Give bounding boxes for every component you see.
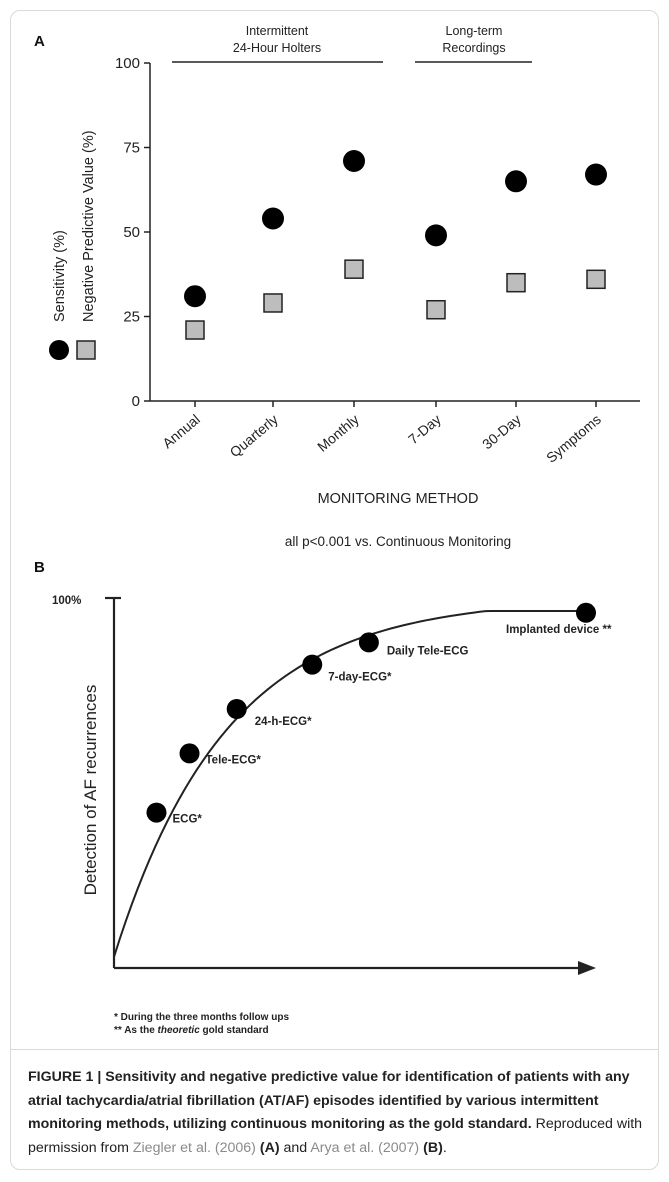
figure-frame xyxy=(10,10,659,1170)
x-tick-label: Quarterly xyxy=(227,411,281,460)
y-tick-label: 100 xyxy=(115,55,140,72)
caption-ref-2[interactable]: Arya et al. (2007) xyxy=(310,1139,420,1156)
panel-b-x-axis-arrow xyxy=(578,961,596,975)
caption-end: . xyxy=(442,1139,447,1156)
caption-text-2: and xyxy=(279,1139,311,1156)
caption-tag-b: (B) xyxy=(423,1139,443,1156)
panel-a-label: A xyxy=(34,33,45,50)
panel-b-curve xyxy=(113,610,586,958)
x-tick-label: Annual xyxy=(159,411,203,451)
npv-marker xyxy=(426,299,446,320)
panel-b-point xyxy=(302,654,323,675)
legend-marker-square xyxy=(76,340,96,360)
y-tick-label: 25 xyxy=(123,309,140,326)
panel-b-label: B xyxy=(34,559,45,576)
series-label-npv: Negative Predictive Value (%) xyxy=(81,130,97,322)
y-tick-label: 75 xyxy=(123,140,140,157)
panel-b-point-label: Tele-ECG* xyxy=(206,754,262,766)
panel-b-y-axis-title: Detection of AF recurrences xyxy=(81,685,100,896)
panel-b-point xyxy=(358,632,379,653)
panel-b-point-label: ECG* xyxy=(172,814,202,826)
sensitivity-marker xyxy=(425,224,447,247)
npv-marker xyxy=(344,259,364,279)
x-tick-label: 7-Day xyxy=(405,411,444,447)
npv-marker xyxy=(586,269,606,290)
npv-marker xyxy=(263,293,283,313)
sensitivity-marker xyxy=(343,150,365,173)
x-tick-label: Symptoms xyxy=(543,411,604,466)
group-header-line2: Recordings xyxy=(442,41,505,55)
footnote-1: * During the three months follow ups xyxy=(114,1012,289,1023)
sensitivity-marker xyxy=(262,207,284,230)
npv-marker xyxy=(506,272,526,293)
caption-tag-a: (A) xyxy=(259,1139,280,1156)
caption-ref-1[interactable]: Ziegler et al. (2006) xyxy=(132,1139,256,1156)
panel-b-point xyxy=(576,602,596,623)
x-tick-label: Monthly xyxy=(314,411,362,455)
series-label-sensitivity: Sensitivity (%) xyxy=(52,230,68,322)
footnote-emphasis: theoretic xyxy=(157,1025,200,1036)
group-header-line2: 24-Hour Holters xyxy=(233,41,321,55)
y-tick-label: 50 xyxy=(123,224,140,241)
x-tick-label: 30-Day xyxy=(479,411,524,452)
group-header-line1: Intermittent xyxy=(246,24,309,38)
sensitivity-marker xyxy=(585,163,607,186)
panel-b-point-label: Implanted device ** xyxy=(506,624,612,636)
panel-b-point xyxy=(179,743,200,764)
panel-b-point-label: 7-day-ECG* xyxy=(328,672,392,684)
group-header-line1: Long-term xyxy=(446,24,503,38)
figure-caption: FIGURE 1 | Sensitivity and negative pred… xyxy=(28,1066,648,1160)
panel-b-point xyxy=(146,802,167,823)
caption-separator xyxy=(10,1049,659,1050)
panel-b-point-label: 24-h-ECG* xyxy=(255,716,312,728)
caption-text-1: Reproduced with permission from xyxy=(28,1116,643,1156)
panel-b-y-top-label: 100% xyxy=(52,595,81,607)
y-tick-label: 0 xyxy=(132,393,140,410)
caption-title: FIGURE 1 | Sensitivity and negative pred… xyxy=(28,1069,630,1132)
panel-a-note: all p<0.001 vs. Continuous Monitoring xyxy=(285,534,511,549)
npv-marker xyxy=(185,320,205,340)
sensitivity-marker xyxy=(184,285,206,308)
legend-marker-circle xyxy=(49,340,69,360)
panel-a-x-axis-title: MONITORING METHOD xyxy=(318,491,479,507)
panel-b-footnotes: * During the three months follow ups ** … xyxy=(114,1011,289,1037)
panel-b-point-label: Daily Tele-ECG xyxy=(387,645,469,657)
sensitivity-marker xyxy=(505,170,527,193)
footnote-2: ** As the theoretic gold standard xyxy=(114,1025,269,1036)
panel-b-point xyxy=(226,699,247,719)
